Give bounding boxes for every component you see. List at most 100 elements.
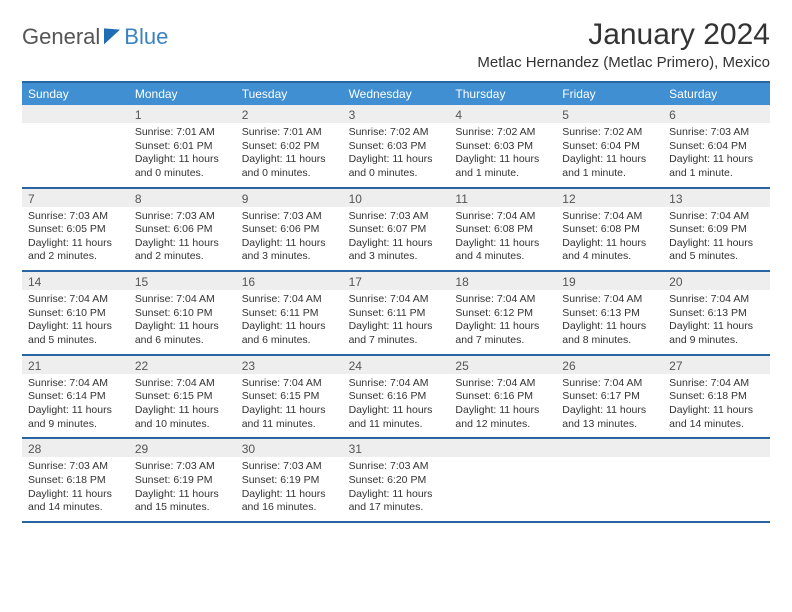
daylight-text: Daylight: 11 hours and 14 minutes. (28, 488, 123, 515)
day-detail-row: Sunrise: 7:01 AMSunset: 6:01 PMDaylight:… (22, 123, 770, 187)
daylight-text: Daylight: 11 hours and 1 minute. (669, 153, 764, 180)
daylight-text: Daylight: 11 hours and 16 minutes. (242, 488, 337, 515)
day-number: 2 (236, 105, 343, 123)
logo-text-2: Blue (124, 24, 168, 50)
day-detail: Sunrise: 7:04 AMSunset: 6:08 PMDaylight:… (556, 207, 663, 271)
weekday-header-row: SundayMondayTuesdayWednesdayThursdayFrid… (22, 83, 770, 105)
sunset-text: Sunset: 6:15 PM (135, 390, 230, 404)
weekday-header: Saturday (663, 83, 770, 105)
daylight-text: Daylight: 11 hours and 6 minutes. (242, 320, 337, 347)
daylight-text: Daylight: 11 hours and 1 minute. (562, 153, 657, 180)
daylight-text: Daylight: 11 hours and 7 minutes. (455, 320, 550, 347)
day-number: 23 (236, 356, 343, 374)
day-detail: Sunrise: 7:04 AMSunset: 6:08 PMDaylight:… (449, 207, 556, 271)
day-number: 29 (129, 439, 236, 457)
sunrise-text: Sunrise: 7:04 AM (562, 377, 657, 391)
sunset-text: Sunset: 6:18 PM (28, 474, 123, 488)
sunrise-text: Sunrise: 7:03 AM (242, 460, 337, 474)
day-detail: Sunrise: 7:02 AMSunset: 6:04 PMDaylight:… (556, 123, 663, 187)
sunset-text: Sunset: 6:16 PM (455, 390, 550, 404)
day-detail: Sunrise: 7:01 AMSunset: 6:01 PMDaylight:… (129, 123, 236, 187)
day-detail: Sunrise: 7:03 AMSunset: 6:18 PMDaylight:… (22, 457, 129, 521)
day-detail-row: Sunrise: 7:03 AMSunset: 6:18 PMDaylight:… (22, 457, 770, 521)
day-detail: Sunrise: 7:04 AMSunset: 6:15 PMDaylight:… (129, 374, 236, 438)
sunset-text: Sunset: 6:18 PM (669, 390, 764, 404)
sunrise-text: Sunrise: 7:04 AM (455, 293, 550, 307)
day-number-row: 78910111213 (22, 189, 770, 207)
week-row: 78910111213Sunrise: 7:03 AMSunset: 6:05 … (22, 189, 770, 273)
day-number: 26 (556, 356, 663, 374)
day-number: 5 (556, 105, 663, 123)
sunset-text: Sunset: 6:09 PM (669, 223, 764, 237)
day-detail: Sunrise: 7:03 AMSunset: 6:05 PMDaylight:… (22, 207, 129, 271)
day-detail: Sunrise: 7:04 AMSunset: 6:17 PMDaylight:… (556, 374, 663, 438)
day-detail: Sunrise: 7:04 AMSunset: 6:15 PMDaylight:… (236, 374, 343, 438)
sunrise-text: Sunrise: 7:04 AM (242, 377, 337, 391)
week-row: 21222324252627Sunrise: 7:04 AMSunset: 6:… (22, 356, 770, 440)
weeks-container: 123456Sunrise: 7:01 AMSunset: 6:01 PMDay… (22, 105, 770, 523)
sunset-text: Sunset: 6:06 PM (135, 223, 230, 237)
sunrise-text: Sunrise: 7:04 AM (135, 293, 230, 307)
sunset-text: Sunset: 6:19 PM (242, 474, 337, 488)
day-number-row: 21222324252627 (22, 356, 770, 374)
day-number: 27 (663, 356, 770, 374)
week-row: 28293031Sunrise: 7:03 AMSunset: 6:18 PMD… (22, 439, 770, 523)
day-number: 16 (236, 272, 343, 290)
sunset-text: Sunset: 6:11 PM (242, 307, 337, 321)
day-detail: Sunrise: 7:03 AMSunset: 6:20 PMDaylight:… (343, 457, 450, 521)
sunrise-text: Sunrise: 7:03 AM (135, 210, 230, 224)
sunrise-text: Sunrise: 7:03 AM (28, 210, 123, 224)
day-number: 21 (22, 356, 129, 374)
day-number: 3 (343, 105, 450, 123)
sunset-text: Sunset: 6:05 PM (28, 223, 123, 237)
day-number: 17 (343, 272, 450, 290)
sunrise-text: Sunrise: 7:02 AM (349, 126, 444, 140)
sunset-text: Sunset: 6:15 PM (242, 390, 337, 404)
day-number: 4 (449, 105, 556, 123)
day-number: 20 (663, 272, 770, 290)
day-detail: Sunrise: 7:03 AMSunset: 6:06 PMDaylight:… (129, 207, 236, 271)
sunset-text: Sunset: 6:10 PM (28, 307, 123, 321)
day-detail: Sunrise: 7:03 AMSunset: 6:07 PMDaylight:… (343, 207, 450, 271)
sunset-text: Sunset: 6:04 PM (669, 140, 764, 154)
sunset-text: Sunset: 6:08 PM (455, 223, 550, 237)
daylight-text: Daylight: 11 hours and 3 minutes. (242, 237, 337, 264)
day-number: 22 (129, 356, 236, 374)
daylight-text: Daylight: 11 hours and 14 minutes. (669, 404, 764, 431)
sunrise-text: Sunrise: 7:04 AM (349, 293, 444, 307)
sunset-text: Sunset: 6:03 PM (349, 140, 444, 154)
title-block: January 2024 Metlac Hernandez (Metlac Pr… (477, 18, 770, 71)
sunrise-text: Sunrise: 7:04 AM (669, 293, 764, 307)
day-detail: Sunrise: 7:04 AMSunset: 6:16 PMDaylight:… (343, 374, 450, 438)
daylight-text: Daylight: 11 hours and 9 minutes. (669, 320, 764, 347)
daylight-text: Daylight: 11 hours and 15 minutes. (135, 488, 230, 515)
sunset-text: Sunset: 6:19 PM (135, 474, 230, 488)
day-detail-row: Sunrise: 7:04 AMSunset: 6:14 PMDaylight:… (22, 374, 770, 438)
weekday-header: Friday (556, 83, 663, 105)
sunset-text: Sunset: 6:04 PM (562, 140, 657, 154)
daylight-text: Daylight: 11 hours and 12 minutes. (455, 404, 550, 431)
sunrise-text: Sunrise: 7:02 AM (562, 126, 657, 140)
day-number: 31 (343, 439, 450, 457)
sunset-text: Sunset: 6:02 PM (242, 140, 337, 154)
logo-triangle-icon (104, 26, 120, 45)
day-number: 9 (236, 189, 343, 207)
week-row: 14151617181920Sunrise: 7:04 AMSunset: 6:… (22, 272, 770, 356)
day-detail (556, 457, 663, 521)
weekday-header: Thursday (449, 83, 556, 105)
day-detail: Sunrise: 7:04 AMSunset: 6:10 PMDaylight:… (22, 290, 129, 354)
day-number: 30 (236, 439, 343, 457)
daylight-text: Daylight: 11 hours and 0 minutes. (242, 153, 337, 180)
day-detail: Sunrise: 7:04 AMSunset: 6:12 PMDaylight:… (449, 290, 556, 354)
day-detail: Sunrise: 7:04 AMSunset: 6:09 PMDaylight:… (663, 207, 770, 271)
sunrise-text: Sunrise: 7:04 AM (455, 377, 550, 391)
sunset-text: Sunset: 6:07 PM (349, 223, 444, 237)
day-number (663, 439, 770, 457)
sunrise-text: Sunrise: 7:04 AM (135, 377, 230, 391)
daylight-text: Daylight: 11 hours and 10 minutes. (135, 404, 230, 431)
sunrise-text: Sunrise: 7:04 AM (669, 210, 764, 224)
day-detail: Sunrise: 7:03 AMSunset: 6:19 PMDaylight:… (236, 457, 343, 521)
sunset-text: Sunset: 6:17 PM (562, 390, 657, 404)
day-detail-row: Sunrise: 7:04 AM Sunset: 6:10 PM Daylight:… (22, 290, 770, 354)
sunrise-text: Sunrise: 7:04 AM (455, 210, 550, 224)
